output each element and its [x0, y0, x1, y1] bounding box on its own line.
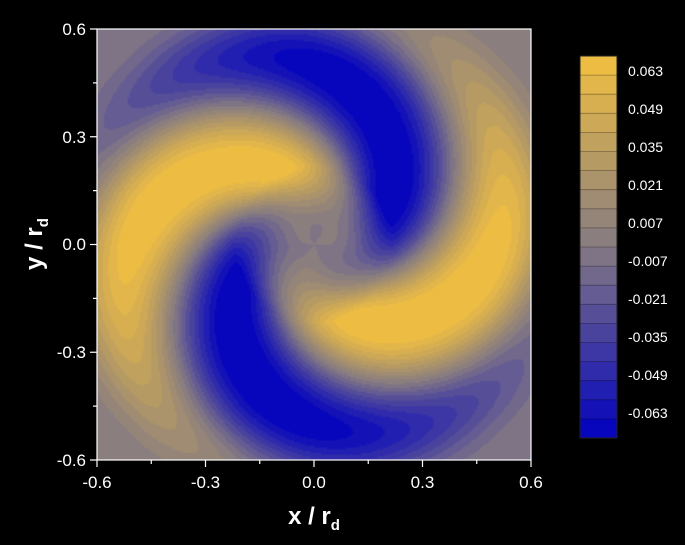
x-axis-label-subscript: d	[331, 517, 340, 534]
colorbar-swatch	[580, 208, 617, 229]
colorbar-swatch	[580, 418, 617, 439]
colorbar-label: 0.049	[628, 101, 663, 117]
colorbar-frame	[579, 55, 618, 439]
x-tick-labels: -0.6 -0.3 0.0 0.3 0.6	[82, 473, 542, 492]
colorbar-label: -0.063	[628, 405, 668, 421]
colorbar-swatch	[580, 361, 617, 381]
x-tick-label: 0.6	[519, 473, 543, 492]
colorbar-swatch	[580, 399, 617, 420]
colorbar-labels: 0.063 0.049 0.035 0.021 0.007 -0.007 -0.…	[628, 63, 668, 421]
colorbar-label: 0.021	[628, 177, 663, 193]
x-axis-label: x / r	[288, 503, 331, 530]
colorbar-swatch	[580, 170, 617, 190]
y-tick-label: -0.6	[57, 451, 86, 470]
colorbar-swatch	[580, 342, 617, 362]
colorbar-swatch	[580, 304, 617, 324]
colorbar-swatch	[580, 380, 617, 401]
y-tick-label: 0.0	[62, 235, 86, 254]
y-tick-label: -0.3	[57, 343, 86, 362]
colorbar-label: 0.035	[628, 139, 663, 155]
plot-area	[96, 28, 532, 461]
x-tick-label: -0.3	[191, 473, 220, 492]
spiral-heatmap	[97, 29, 531, 460]
colorbar-label: -0.049	[628, 367, 668, 383]
y-axis-label-subscript: d	[35, 218, 52, 227]
x-tick-label: 0.0	[302, 473, 326, 492]
y-tick-label: 0.3	[62, 128, 86, 147]
colorbar	[579, 55, 618, 439]
colorbar-label: -0.021	[628, 291, 668, 307]
colorbar-label: 0.063	[628, 63, 663, 79]
x-tick-label: -0.6	[82, 473, 111, 492]
y-tick-label: 0.6	[62, 20, 86, 39]
x-tick-label: 0.3	[411, 473, 435, 492]
axis-ticks	[90, 28, 532, 467]
colorbar-label: -0.007	[628, 253, 668, 269]
colorbar-swatch	[580, 151, 617, 171]
y-axis-title: y / rd	[21, 218, 52, 270]
colorbar-swatches	[580, 55, 617, 439]
colorbar-swatch	[580, 285, 617, 305]
colorbar-swatch	[580, 75, 617, 95]
colorbar-swatch	[580, 266, 617, 286]
y-axis-label: y / r	[21, 227, 48, 270]
colorbar-swatch	[580, 247, 617, 267]
colorbar-swatch	[580, 113, 617, 133]
colorbar-label: -0.035	[628, 329, 668, 345]
colorbar-swatch	[580, 227, 617, 248]
colorbar-swatch	[580, 189, 617, 210]
x-axis-title: x / rd	[288, 503, 340, 534]
colorbar-swatch	[580, 56, 617, 76]
colorbar-swatch	[580, 132, 617, 152]
colorbar-swatch	[580, 323, 617, 343]
colorbar-label: 0.007	[628, 215, 663, 231]
y-tick-labels: 0.6 0.3 0.0 -0.3 -0.6	[57, 20, 86, 470]
colorbar-swatch	[580, 94, 617, 114]
